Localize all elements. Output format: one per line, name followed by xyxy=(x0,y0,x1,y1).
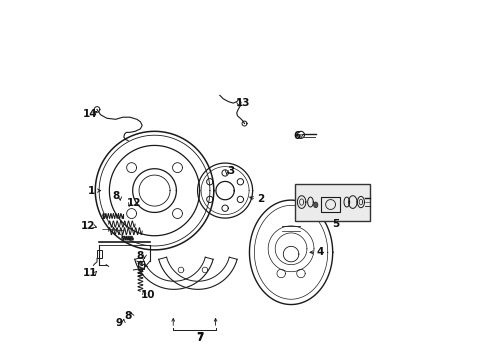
Text: 12: 12 xyxy=(127,198,142,208)
Text: 4: 4 xyxy=(316,247,324,257)
Text: 8: 8 xyxy=(112,191,119,201)
Text: 14: 14 xyxy=(82,109,97,119)
Text: 9: 9 xyxy=(116,318,122,328)
Text: 2: 2 xyxy=(256,194,264,204)
Bar xyxy=(321,197,340,212)
Text: 10: 10 xyxy=(141,290,156,300)
Ellipse shape xyxy=(313,202,317,208)
Text: 8: 8 xyxy=(137,251,144,261)
Bar xyxy=(137,261,143,269)
Text: 13: 13 xyxy=(235,98,249,108)
Text: 6: 6 xyxy=(292,131,300,141)
Text: 1: 1 xyxy=(88,186,95,195)
Text: 7: 7 xyxy=(196,333,203,343)
Text: 3: 3 xyxy=(227,166,234,176)
Text: 12: 12 xyxy=(81,221,96,231)
Bar xyxy=(294,184,370,221)
Text: 8: 8 xyxy=(124,311,131,321)
Text: 7: 7 xyxy=(196,332,203,342)
Bar xyxy=(97,249,102,258)
Text: 5: 5 xyxy=(332,219,339,229)
Text: 11: 11 xyxy=(83,269,98,279)
